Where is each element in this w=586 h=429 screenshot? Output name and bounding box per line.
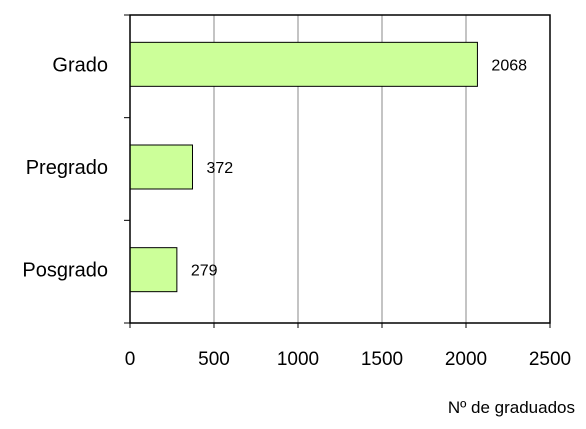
x-axis-title: Nº de graduados bbox=[448, 398, 575, 417]
data-label: 372 bbox=[206, 160, 233, 177]
x-tick-label: 1000 bbox=[277, 349, 319, 370]
bar-pregrado bbox=[129, 144, 193, 190]
axes bbox=[124, 14, 551, 328]
labels: 0 500 1000 1500 2000 2500 Grado 2068 Pregrado 372… bbox=[22, 54, 571, 370]
x-tick-label: 500 bbox=[198, 349, 230, 370]
data-label: 2068 bbox=[491, 57, 527, 74]
y-category-label: Pregrado bbox=[26, 157, 108, 179]
x-tick-label: 0 bbox=[125, 349, 136, 370]
y-category-label: Grado bbox=[52, 54, 108, 76]
x-tick-label: 1500 bbox=[361, 349, 403, 370]
bar-grado bbox=[129, 41, 478, 87]
y-category-label: Posgrado bbox=[22, 260, 108, 282]
bars bbox=[129, 41, 478, 293]
plot-area-frame bbox=[129, 14, 551, 324]
bar-posgrado bbox=[129, 247, 178, 293]
data-label: 279 bbox=[191, 263, 218, 280]
x-tick-label: 2000 bbox=[445, 349, 487, 370]
x-tick-label: 2500 bbox=[529, 349, 571, 370]
